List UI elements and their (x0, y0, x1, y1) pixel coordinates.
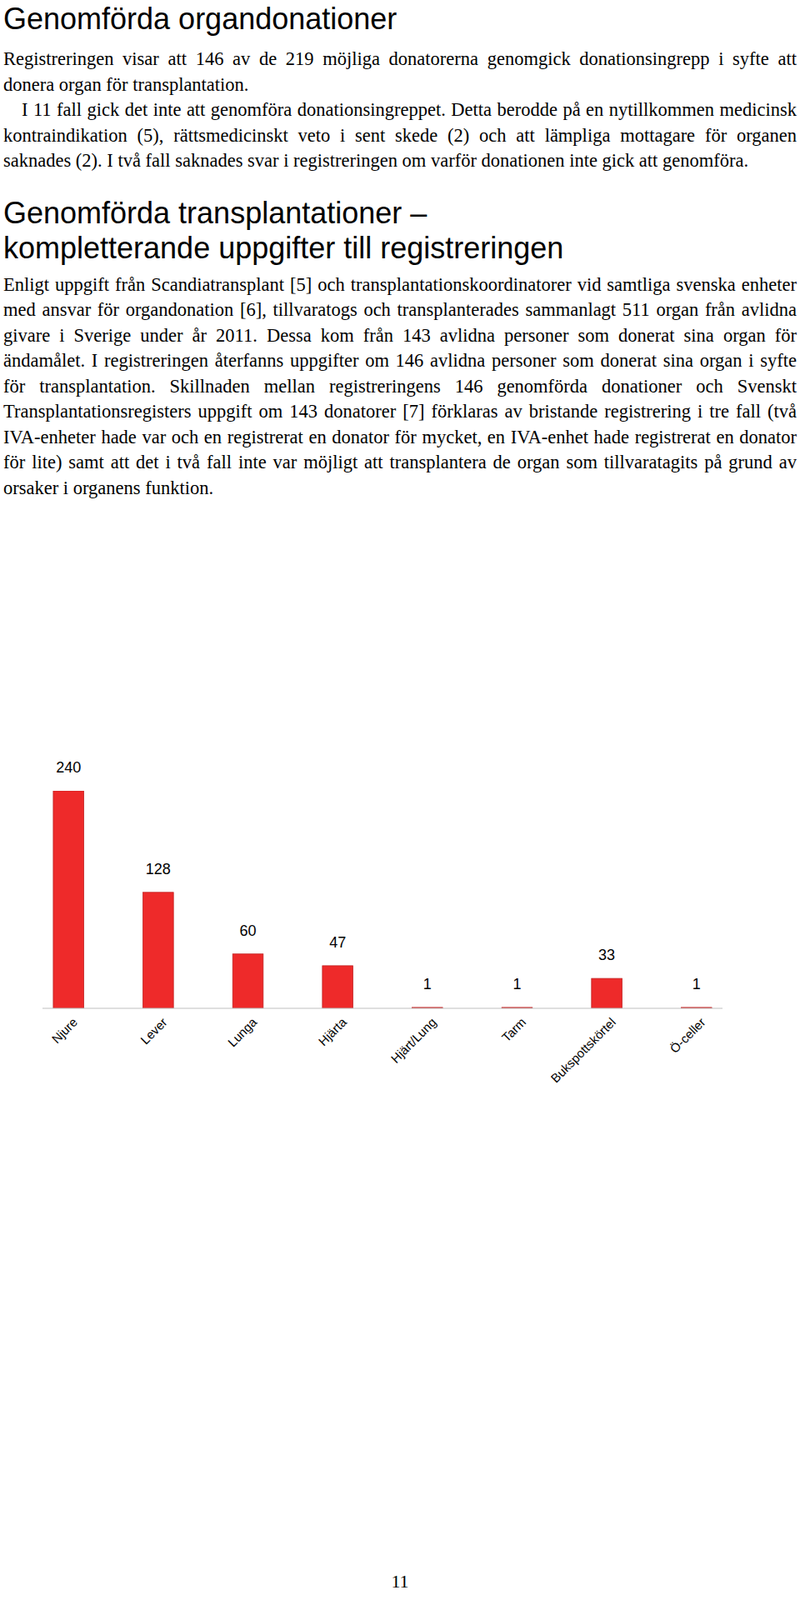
axis-line (42, 1007, 723, 1009)
data-label: 1 (512, 975, 521, 993)
tick: Lever (137, 1015, 170, 1048)
bar (591, 978, 623, 1009)
data-label: 60 (240, 922, 257, 940)
section-heading: Genomförda transplantationer –kompletter… (3, 195, 797, 266)
tick: Hjärta (315, 1014, 350, 1049)
data-label: 33 (598, 946, 615, 964)
tick: Tarm (499, 1015, 530, 1045)
page-number: 11 (0, 1570, 800, 1593)
tick-label: Hjärta (315, 1014, 350, 1049)
tick-label: Tarm (499, 1015, 530, 1045)
bar (232, 954, 264, 1009)
heading-line: Genomförda transplantationer – (3, 195, 797, 231)
tick-label: Ö-celler (666, 1015, 708, 1056)
bar (322, 965, 354, 1009)
heading-line: kompletterande uppgifter till registreri… (3, 230, 797, 266)
tick: Ö-celler (666, 1015, 708, 1056)
bar (143, 892, 175, 1009)
data-label: 1 (692, 975, 701, 993)
data-label: 1 (423, 975, 432, 993)
section-heading: Genomförda organdonationer (3, 1, 797, 37)
paragraph: Registreringen visar att 146 av de 219 m… (3, 46, 797, 98)
tick: Bukspottskörtel (547, 1015, 619, 1086)
tick-label: Lever (137, 1015, 170, 1048)
data-label: 128 (145, 860, 171, 878)
paragraph: I 11 fall gick det inte att genomföra do… (3, 97, 797, 175)
tick-label: Lunga (225, 1014, 260, 1050)
tick: Njure (49, 1015, 80, 1046)
paragraph: Enligt uppgift från Scandiatransplant [5… (3, 272, 797, 502)
data-label: 47 (329, 934, 346, 951)
tick-label: Njure (49, 1015, 80, 1046)
bar (53, 790, 85, 1009)
x-axis: Njure Lever Lunga Hjärta Hjärt/Lung Tarm Buksp… (42, 1008, 723, 1085)
data-label: 240 (55, 759, 81, 776)
bars (53, 790, 712, 1009)
tick: Hjärt/Lung (388, 1015, 440, 1066)
data-labels: 240 128 60 47 1 1 33 1 (55, 759, 701, 993)
tick-label: Bukspottskörtel (547, 1015, 619, 1086)
tick-label: Hjärt/Lung (388, 1015, 440, 1066)
chart: Njure Lever Lunga Hjärta Hjärt/Lung Tarm Buksp… (0, 733, 800, 1125)
tick: Lunga (225, 1014, 260, 1050)
heading-line: Genomförda organdonationer (3, 1, 797, 37)
